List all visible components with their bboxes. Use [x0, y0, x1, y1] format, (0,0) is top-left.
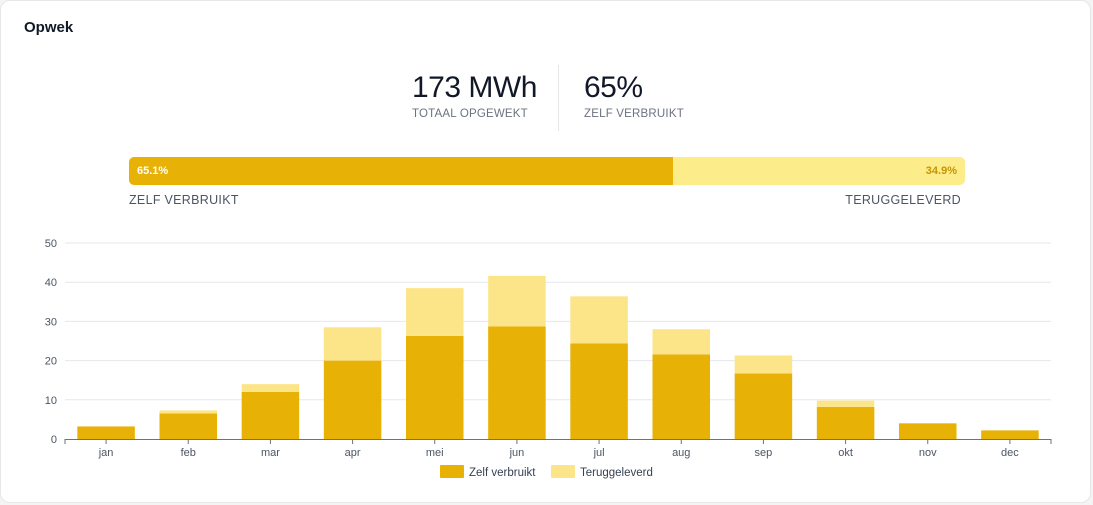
stats-divider [558, 65, 559, 131]
x-tick-label: jun [509, 447, 525, 459]
bar-self-consumed [405, 335, 464, 439]
bar-returned [241, 384, 300, 392]
stat-value: 173 MWh [412, 71, 537, 104]
stat-total-generated: 173 MWh TOTAAL OPGEWEKT [412, 71, 537, 120]
ratio-self-percent: 65.1% [137, 165, 169, 177]
x-tick-label: mar [261, 447, 280, 459]
bar-self-consumed [159, 413, 218, 439]
bar-self-consumed [816, 406, 875, 439]
bar-returned [734, 355, 793, 374]
x-tick-label: sep [755, 447, 773, 459]
stat-self-consumed: 65% ZELF VERBRUIKT [584, 71, 684, 120]
ratio-return-percent: 34.9% [925, 165, 957, 177]
bar-returned [488, 275, 546, 327]
y-tick-label: 30 [45, 316, 57, 328]
y-tick-label: 50 [45, 238, 57, 250]
x-tick-label: mei [426, 447, 444, 459]
bar-returned [405, 288, 464, 336]
legend-label-returned: Teruggeleverd [580, 467, 653, 479]
bar-self-consumed [488, 326, 546, 439]
bar-self-consumed [570, 343, 628, 439]
x-tick-label: jan [98, 447, 114, 459]
y-tick-label: 0 [51, 434, 57, 446]
bar-self-consumed [652, 354, 711, 439]
x-tick-label: okt [838, 447, 853, 459]
card-title: Opwek [24, 19, 74, 36]
x-tick-label: nov [919, 447, 937, 459]
stat-value: 65% [584, 71, 643, 104]
ratio-left-label: ZELF VERBRUIKT [129, 193, 239, 207]
x-tick-label: aug [672, 447, 690, 459]
ratio-return-segment: 34.9% [673, 157, 965, 185]
y-tick-label: 10 [45, 395, 57, 407]
x-tick-label: feb [181, 447, 196, 459]
x-tick-label: dec [1001, 447, 1019, 459]
bar-returned [323, 327, 382, 361]
legend-swatch-self [440, 465, 464, 478]
bar-self-consumed [323, 360, 382, 439]
x-tick-label: jul [593, 447, 605, 459]
ratio-self-segment: 65.1% [129, 157, 674, 185]
ratio-bar: 65.1% 34.9% [129, 157, 965, 185]
bar-returned [652, 329, 711, 355]
legend-swatch-returned [551, 465, 575, 478]
bar-returned [159, 410, 218, 414]
x-tick-label: apr [345, 447, 361, 459]
stats-row: 173 MWh TOTAAL OPGEWEKT 65% ZELF VERBRUI… [1, 65, 1090, 131]
bar-returned [570, 296, 628, 344]
y-tick-label: 40 [45, 277, 57, 289]
bar-self-consumed [77, 426, 135, 439]
stat-label: TOTAAL OPGEWEKT [412, 108, 528, 120]
bar-self-consumed [898, 423, 957, 439]
y-tick-label: 20 [45, 356, 57, 368]
bar-self-consumed [981, 430, 1039, 439]
ratio-right-label: TERUGGELEVERD [845, 193, 961, 207]
bar-returned [816, 400, 875, 407]
stat-label: ZELF VERBRUIKT [584, 108, 684, 120]
bar-self-consumed [241, 391, 300, 439]
bar-self-consumed [734, 373, 793, 439]
legend-label-self: Zelf verbruikt [469, 467, 536, 479]
